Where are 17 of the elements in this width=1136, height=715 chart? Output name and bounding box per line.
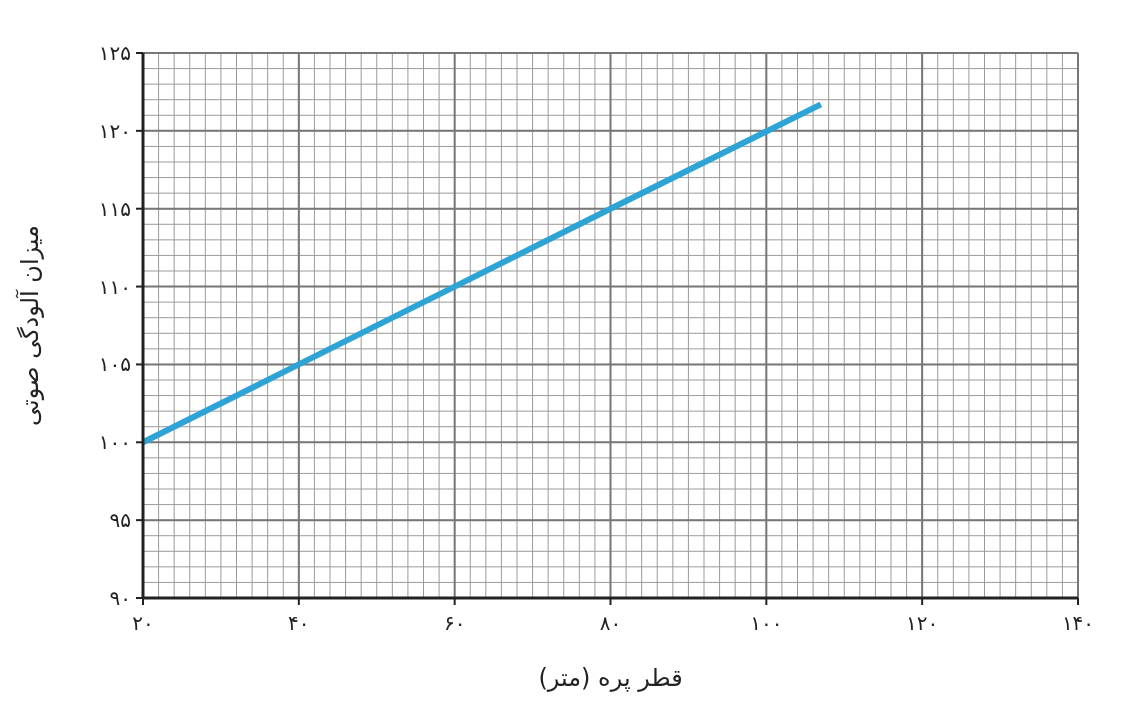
x-tick-label: ۱۴۰ — [1061, 611, 1095, 635]
y-tick-label: ۱۲۰ — [98, 118, 131, 143]
y-tick-label: ۹۵ — [109, 508, 131, 533]
x-tick-label: ۸۰ — [599, 611, 622, 635]
y-tick-label: ۱۰۵ — [98, 352, 131, 377]
x-tick-label: ۱۲۰ — [906, 611, 939, 635]
y-tick-label: ۱۲۵ — [98, 41, 131, 65]
y-axis-title: میزان آلودگی صوتی — [15, 225, 44, 426]
y-tick-label: ۹۰ — [109, 586, 131, 610]
y-tick-label: ۱۱۰ — [98, 274, 131, 299]
x-tick-label: ۴۰ — [288, 611, 310, 635]
x-axis-title: قطر پره (متر) — [538, 664, 683, 692]
x-tick-label: ۶۰ — [443, 611, 466, 635]
y-tick-label: ۱۰۰ — [98, 430, 131, 455]
x-tick-label: ۱۰۰ — [750, 611, 783, 635]
x-tick-label: ۲۰ — [132, 611, 154, 635]
y-tick-label: ۱۱۵ — [98, 196, 131, 221]
